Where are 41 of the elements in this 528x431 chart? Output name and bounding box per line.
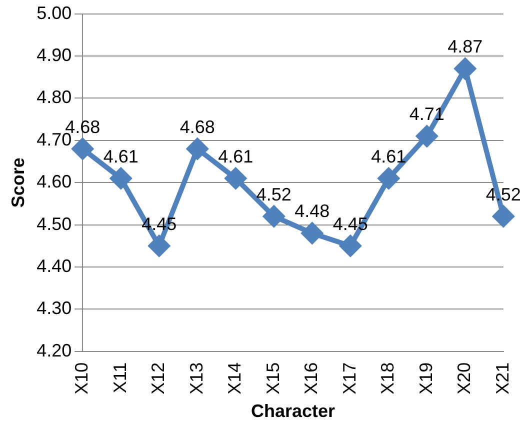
y-axis-title: Score	[8, 158, 28, 208]
x-tick-label: X12	[148, 362, 168, 394]
data-label: 4.52	[256, 184, 292, 204]
x-tick-label: X16	[301, 362, 322, 394]
y-tick-label: 4.20	[36, 340, 72, 360]
x-tick-label: X15	[262, 362, 283, 394]
x-tick-label: X21	[492, 362, 512, 394]
x-tick-label: X19	[416, 362, 436, 394]
x-tick-label: X13	[186, 362, 206, 394]
point	[263, 206, 284, 227]
data-label: 4.48	[294, 201, 330, 222]
y-tick-label: 4.40	[36, 256, 72, 276]
point	[378, 168, 400, 189]
x-tick-label: X18	[378, 362, 398, 394]
point	[225, 168, 246, 189]
point	[110, 168, 132, 189]
x-tick-label: X11	[110, 362, 130, 394]
data-label: 4.68	[180, 116, 215, 137]
y-tick-label: 4.30	[36, 298, 72, 318]
point	[148, 235, 170, 256]
y-tick-label: 4.90	[36, 44, 72, 65]
x-tick-label: X20	[454, 362, 474, 394]
x-tick-label: X17	[339, 362, 360, 394]
y-tick-label: 4.60	[36, 172, 72, 192]
x-axis-title: Character	[250, 401, 336, 422]
y-tick-label: 5.00	[36, 2, 72, 23]
point	[186, 138, 208, 160]
point	[454, 58, 476, 80]
x-tick-label: X14	[224, 362, 245, 394]
data-label: 4.87	[448, 36, 483, 57]
x-tick-label: X10	[72, 362, 92, 394]
data-label: 4.61	[103, 146, 138, 166]
point	[340, 235, 361, 256]
y-tick-label: 4.80	[36, 87, 72, 108]
point	[72, 138, 94, 160]
point	[302, 222, 323, 244]
y-tick-label: 4.50	[36, 214, 72, 234]
point	[492, 206, 514, 227]
data-label: 4.61	[371, 146, 406, 166]
point	[416, 126, 438, 147]
data-label: 4.61	[218, 146, 254, 166]
